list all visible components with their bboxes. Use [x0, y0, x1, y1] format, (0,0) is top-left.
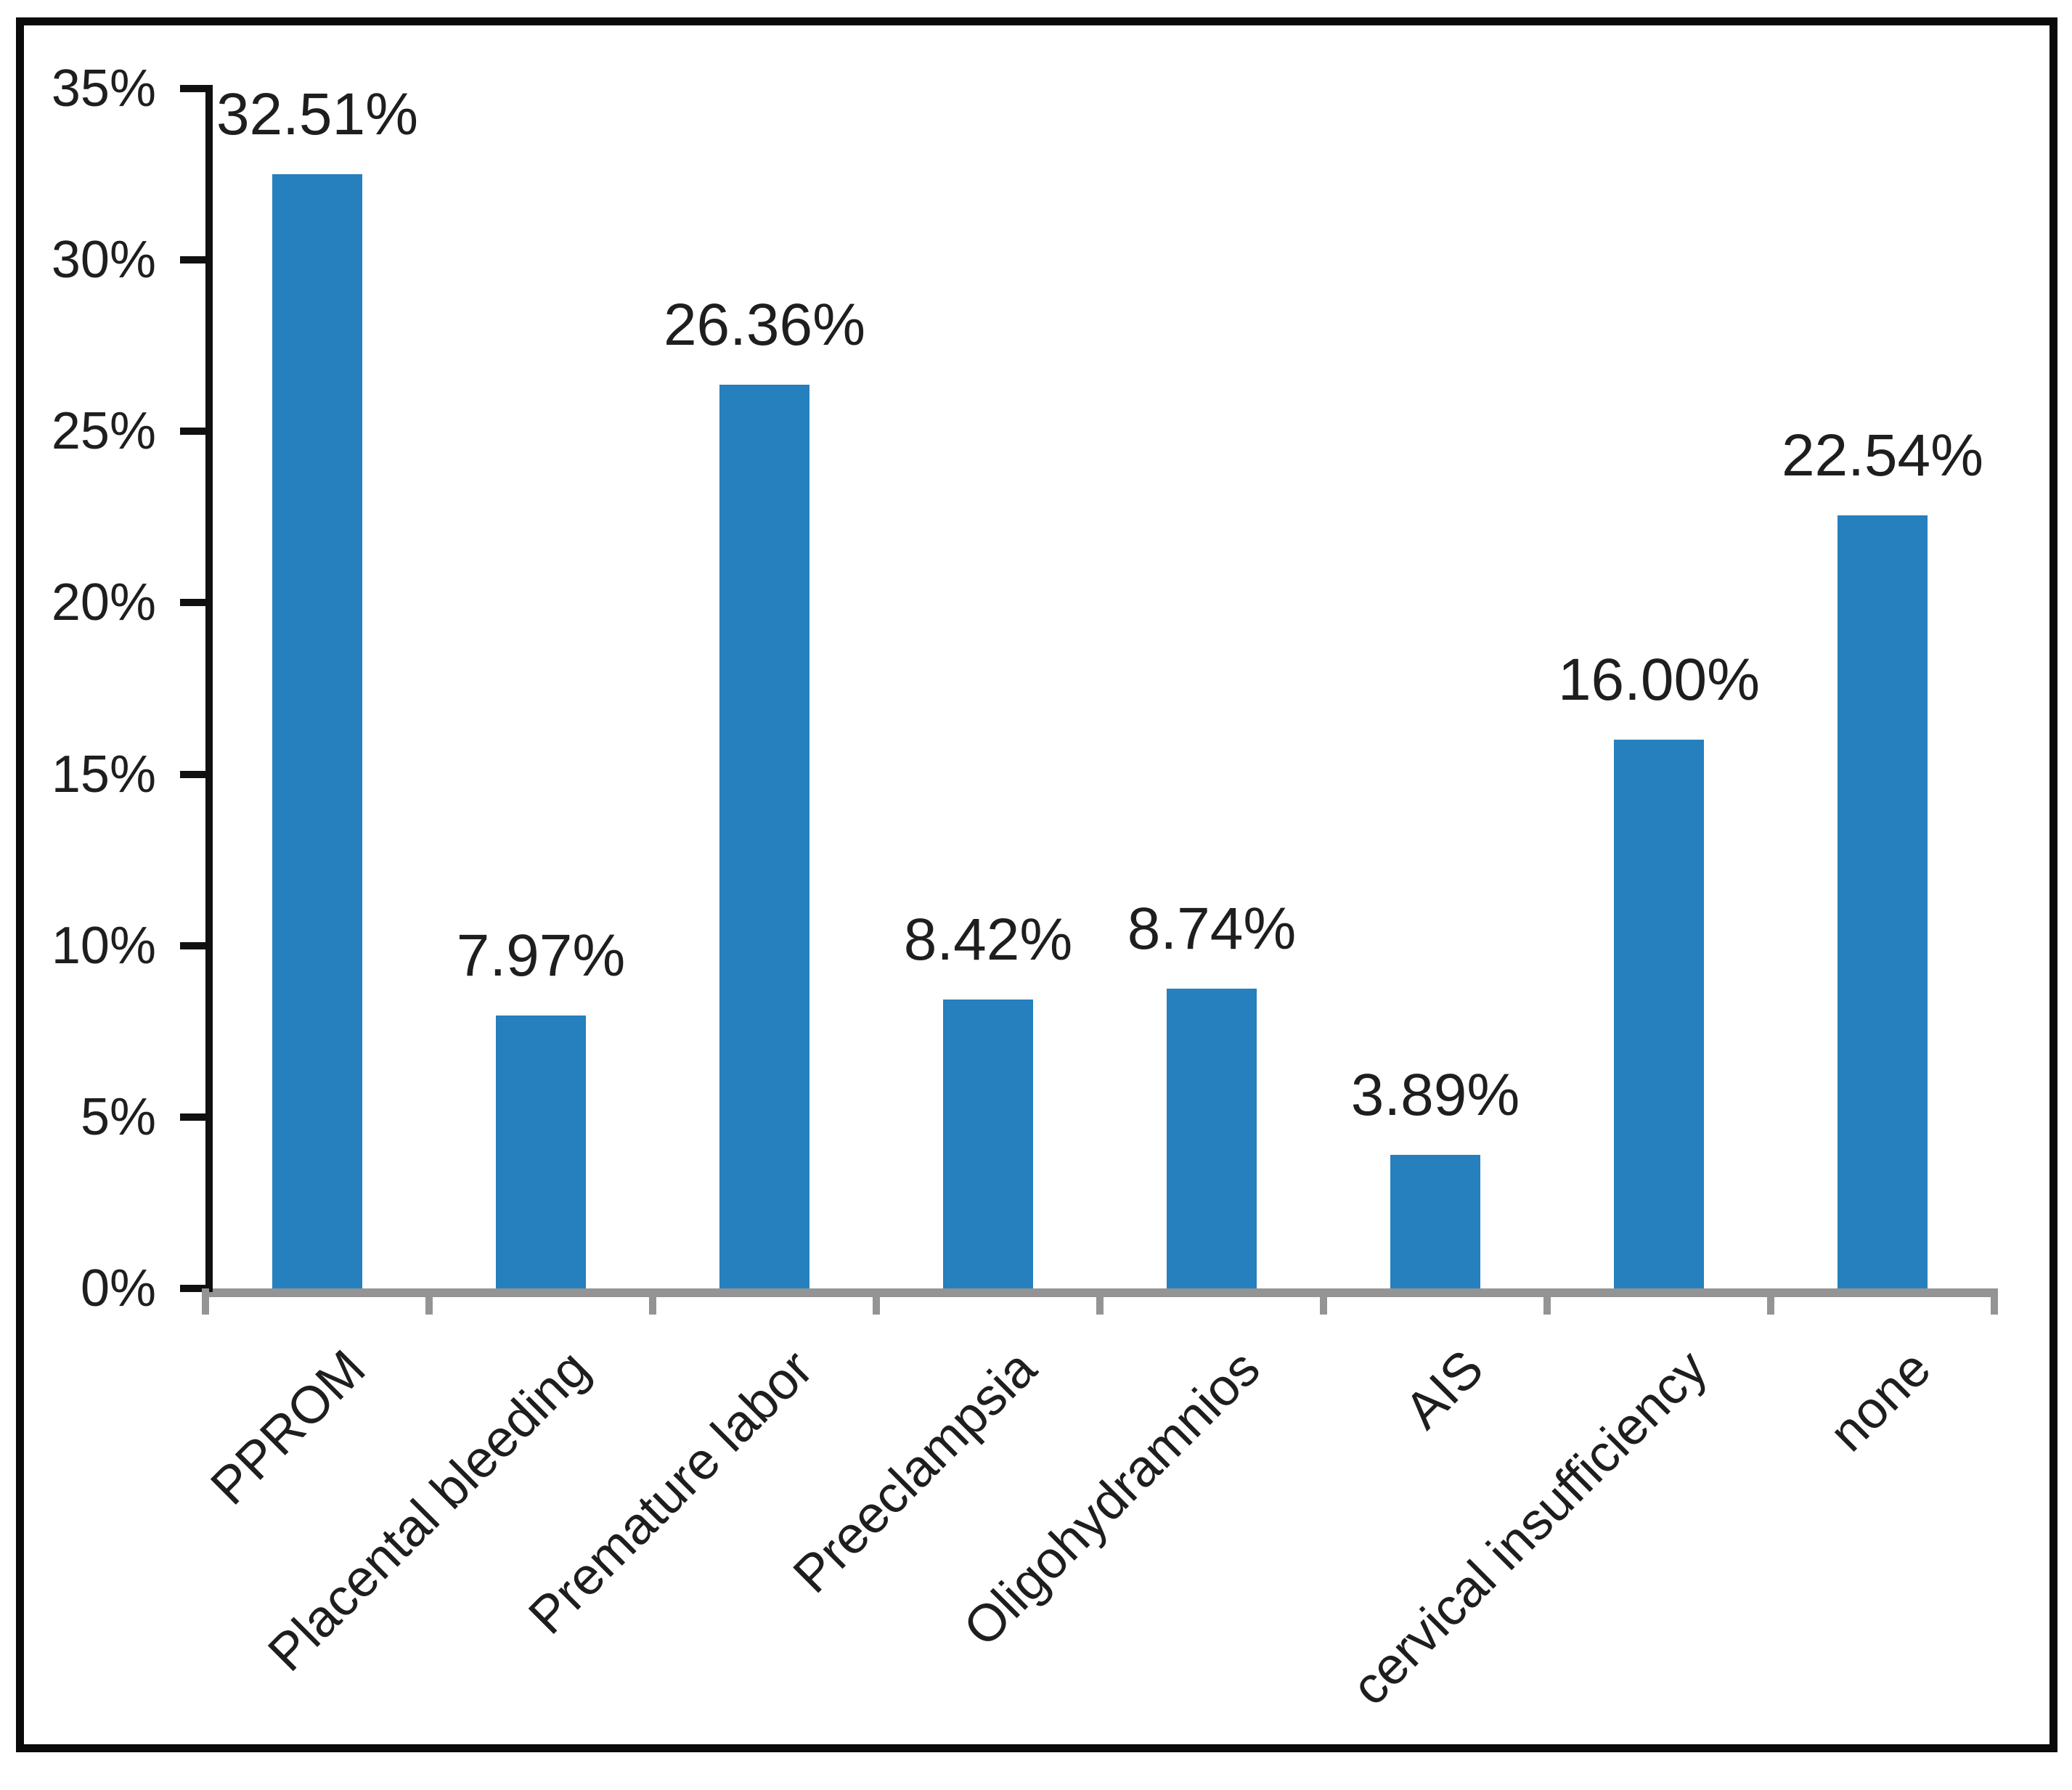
bar: [1838, 515, 1928, 1288]
bar-data-label-text: 32.51%: [216, 81, 419, 147]
y-tick-label: 5%: [80, 1087, 156, 1146]
bar: [496, 1015, 586, 1288]
y-tick: [180, 85, 213, 92]
y-tick: [180, 428, 213, 436]
x-tick: [1991, 1288, 1998, 1315]
x-tick: [1096, 1288, 1104, 1315]
y-tick-label: 10%: [51, 916, 156, 975]
bar: [943, 1000, 1033, 1288]
y-tick-label: 30%: [51, 231, 156, 290]
bar-data-label-text: 8.42%: [903, 907, 1073, 973]
y-tick-label: 15%: [51, 745, 156, 804]
bar: [719, 385, 809, 1288]
bar-data-label-text: 7.97%: [456, 922, 626, 989]
bar-data-label-text: 26.36%: [663, 292, 866, 359]
x-tick: [649, 1288, 656, 1315]
x-tick: [1767, 1288, 1774, 1315]
bar-data-label-text: 3.89%: [1350, 1062, 1520, 1129]
bar: [272, 173, 362, 1288]
bar-data-label-text: 8.74%: [1127, 896, 1297, 963]
y-tick-label: 25%: [51, 402, 156, 461]
y-tick-label: 0%: [80, 1259, 156, 1317]
y-axis-line: [205, 85, 213, 1297]
y-tick: [180, 770, 213, 778]
y-tick-label: 35%: [51, 60, 156, 118]
y-tick: [180, 941, 213, 949]
x-tick: [202, 1288, 209, 1315]
bar: [1614, 740, 1704, 1288]
figure-border: [16, 17, 2057, 1752]
bar-data-label-text: 22.54%: [1781, 422, 1984, 489]
y-tick: [180, 599, 213, 607]
bar: [1390, 1155, 1480, 1288]
x-tick: [425, 1288, 433, 1315]
bar-data-label-text: 16.00%: [1557, 647, 1761, 714]
x-tick: [873, 1288, 880, 1315]
x-tick: [1543, 1288, 1551, 1315]
bar: [1167, 989, 1257, 1288]
x-tick: [1320, 1288, 1327, 1315]
y-tick: [180, 1113, 213, 1121]
y-tick: [180, 1285, 213, 1292]
y-tick: [180, 256, 213, 264]
y-tick-label: 20%: [51, 573, 156, 632]
